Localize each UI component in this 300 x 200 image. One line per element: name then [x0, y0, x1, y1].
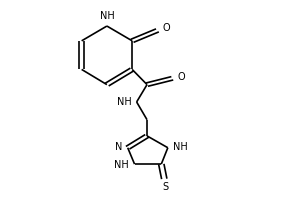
Text: NH: NH	[173, 142, 188, 152]
Text: O: O	[163, 23, 170, 33]
Text: NH: NH	[116, 97, 131, 107]
Text: O: O	[178, 72, 185, 82]
Text: NH: NH	[114, 160, 129, 170]
Text: S: S	[163, 182, 169, 192]
Text: NH: NH	[100, 11, 114, 21]
Text: N: N	[115, 142, 122, 152]
